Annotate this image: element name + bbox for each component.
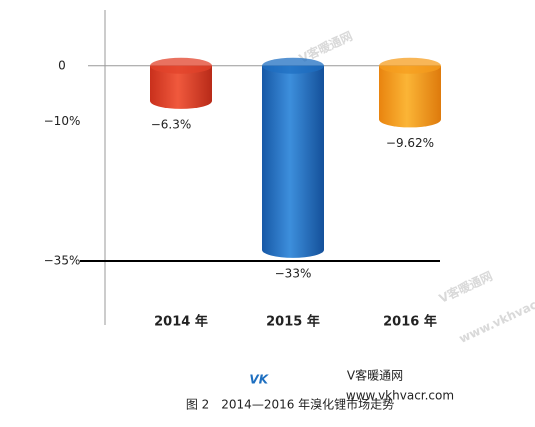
logo: VK — [249, 373, 269, 387]
brand: V客暖通网 — [347, 368, 403, 383]
y-tick-label: −35% — [44, 254, 81, 268]
plot: 0 −10% −35% −6.3% 2014 年 −33% 2015 年 −9.62% 2016… — [44, 57, 441, 330]
bar — [379, 65, 441, 120]
chart-title: 图 2 2014—2016 年溴化锂市场走势 — [186, 397, 394, 412]
watermark-text: V客暖通网 — [436, 268, 494, 306]
value-label: −6.3% — [151, 117, 192, 131]
bar-top — [150, 57, 212, 74]
x-tick-label: 2015 年 — [266, 314, 320, 330]
bar-bottom — [262, 241, 324, 258]
x-tick-label: 2014 年 — [154, 314, 208, 330]
y-tick-label: 0 — [58, 58, 66, 72]
value-label: −9.62% — [386, 136, 434, 150]
y-tick-label: −10% — [44, 114, 81, 128]
bar-bottom — [379, 111, 441, 128]
bar-top — [379, 57, 441, 74]
bar-top — [262, 57, 324, 74]
x-tick-label: 2016 年 — [383, 314, 437, 330]
value-label: −33% — [275, 266, 312, 280]
bar — [262, 65, 324, 250]
bar-bottom — [150, 92, 212, 109]
url: www.vkhvacr.com — [346, 389, 454, 403]
